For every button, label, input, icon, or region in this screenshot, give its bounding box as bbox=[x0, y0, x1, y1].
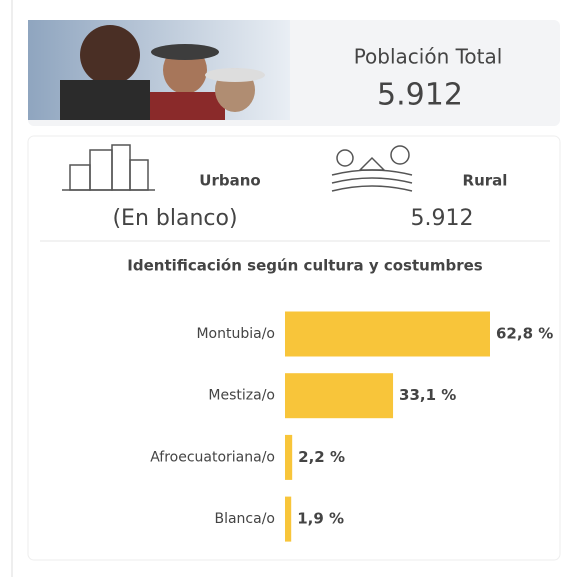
bar bbox=[285, 496, 292, 542]
city-icon bbox=[62, 144, 155, 191]
area-label: Rural bbox=[463, 172, 508, 190]
category-label: Blanca/o bbox=[214, 511, 275, 527]
category-label: Afroecuatoriana/o bbox=[150, 449, 275, 465]
bar bbox=[285, 373, 394, 419]
area-value: (En blanco) bbox=[112, 206, 237, 231]
photo bbox=[28, 20, 290, 120]
value-label: 33,1 % bbox=[399, 386, 456, 404]
bar bbox=[285, 311, 490, 357]
bar bbox=[285, 434, 293, 480]
farm-icon bbox=[331, 145, 413, 192]
value-label: 1,9 % bbox=[297, 510, 344, 528]
area-label: Urbano bbox=[199, 172, 260, 190]
value-label: 62,8 % bbox=[496, 325, 553, 343]
header-title: Población Total bbox=[354, 45, 503, 69]
header-value: 5.912 bbox=[377, 78, 463, 113]
category-label: Mestiza/o bbox=[208, 388, 275, 404]
chart-title: Identificación según cultura y costumbre… bbox=[127, 257, 482, 275]
category-label: Montubia/o bbox=[196, 326, 275, 342]
value-label: 2,2 % bbox=[298, 448, 345, 466]
area-value: 5.912 bbox=[411, 206, 474, 231]
